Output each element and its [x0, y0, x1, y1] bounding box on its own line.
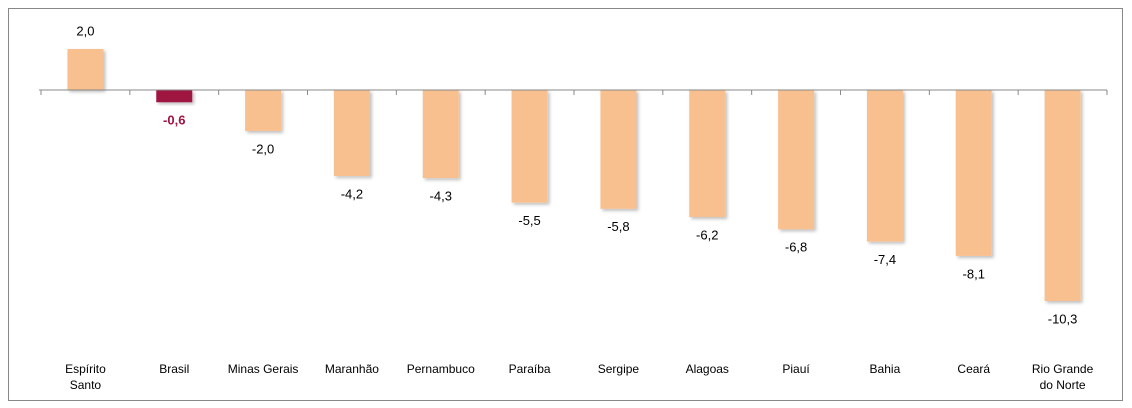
- bar: [778, 89, 815, 230]
- data-label: -4,2: [341, 186, 363, 201]
- x-tick-label: Paraíba: [508, 362, 551, 376]
- bar: [1044, 89, 1081, 301]
- bar: [600, 89, 637, 209]
- x-tick-label: Ceará: [957, 362, 991, 376]
- data-label: -5,5: [518, 213, 540, 228]
- x-tick-label: Maranhão: [324, 362, 379, 376]
- x-tick-label: Minas Gerais: [227, 362, 299, 376]
- bar: [866, 89, 903, 242]
- x-tick-label: Rio Grande do Norte: [1031, 362, 1094, 392]
- bar: [689, 89, 726, 217]
- plot-frame: [8, 8, 1123, 401]
- bar: [422, 89, 459, 179]
- x-tick-label: Alagoas: [685, 362, 729, 376]
- data-label: -6,8: [785, 240, 807, 255]
- bar: [955, 89, 992, 256]
- x-tick-label: Pernambuco: [406, 362, 475, 376]
- bar: [333, 89, 370, 177]
- x-tick-label: Sergipe: [597, 362, 640, 376]
- x-tick-label: Bahia: [869, 362, 901, 376]
- bar: [511, 89, 548, 203]
- data-label: -5,8: [607, 219, 629, 234]
- data-label: 2,0: [76, 23, 94, 38]
- data-label: -4,3: [430, 189, 452, 204]
- data-label: -0,6: [163, 113, 185, 128]
- x-tick-label: Espírito Santo: [65, 362, 106, 392]
- data-label: -10,3: [1048, 311, 1078, 326]
- x-tick-label: Piauí: [782, 362, 810, 376]
- data-label: -7,4: [874, 252, 896, 267]
- data-label: -2,0: [252, 141, 274, 156]
- bar: [67, 49, 104, 90]
- data-label: -6,2: [696, 227, 718, 242]
- data-label: -8,1: [963, 266, 985, 281]
- bar: [245, 89, 282, 131]
- bar: [156, 89, 193, 103]
- x-tick-label: Brasil: [159, 362, 190, 376]
